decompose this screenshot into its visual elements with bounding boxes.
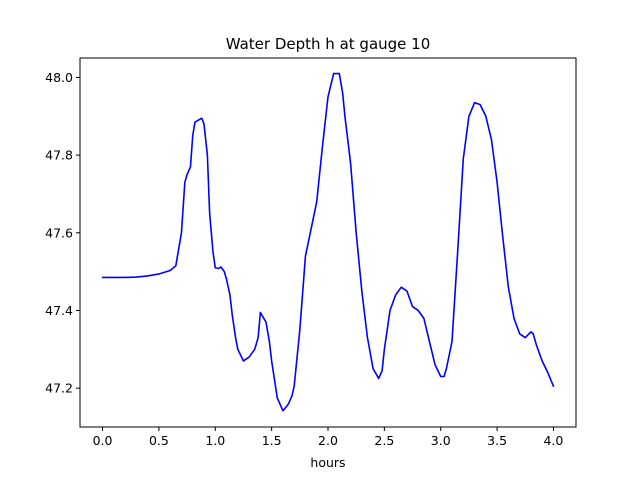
x-tick-label: 1.0: [205, 433, 225, 448]
y-tick-label: 47.4: [45, 303, 73, 318]
y-axis-ticks: 47.2 47.4 47.6 47.8 48.0: [45, 70, 80, 396]
y-tick-label: 48.0: [45, 70, 73, 85]
y-tick-label: 47.6: [45, 225, 73, 240]
x-tick-label: 3.0: [431, 433, 451, 448]
x-tick-label: 0.0: [93, 433, 113, 448]
x-tick-label: 2.0: [318, 433, 338, 448]
x-tick-label: 3.5: [487, 433, 507, 448]
y-tick-label: 47.8: [45, 148, 73, 163]
plot-area: [79, 57, 577, 428]
x-axis-ticks: 0.0 0.5 1.0 1.5 2.0 2.5 3.0 3.5 4.0: [93, 427, 564, 448]
x-tick-label: 1.5: [262, 433, 282, 448]
x-tick-label: 4.0: [544, 433, 564, 448]
x-tick-label: 2.5: [374, 433, 394, 448]
x-tick-label: 0.5: [149, 433, 169, 448]
y-tick-label: 47.2: [45, 381, 73, 396]
chart-title: Water Depth h at gauge 10: [226, 35, 431, 53]
series-line-1: [101, 72, 555, 412]
x-axis-label: hours: [310, 455, 345, 470]
plot-background: [80, 58, 576, 427]
